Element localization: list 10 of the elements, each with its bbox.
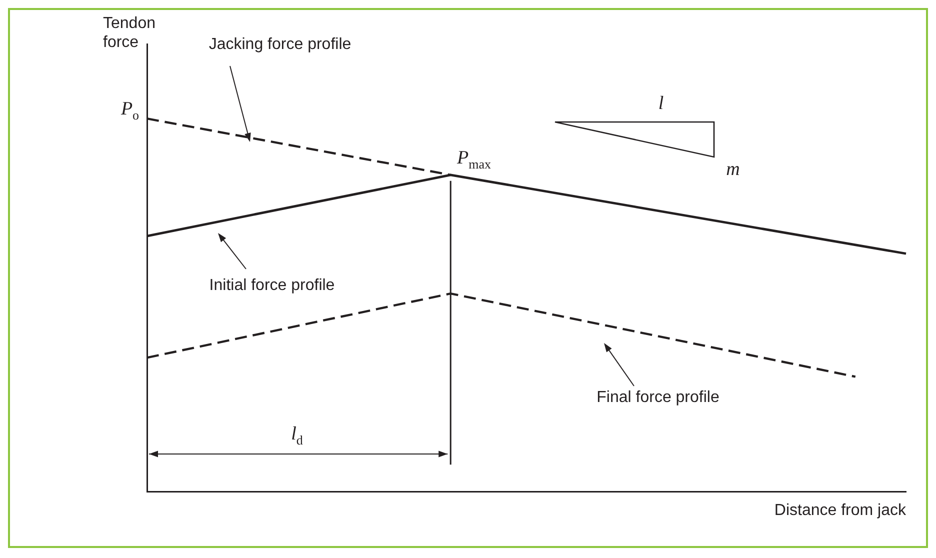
annotation: m <box>726 159 740 181</box>
annotation: P$_{max}$ <box>457 148 491 172</box>
text: Jacking force profile <box>208 36 352 54</box>
annotation: l$_{d}$ <box>291 424 303 448</box>
text: P$_{o}$ <box>120 98 140 124</box>
x-axis-title: Distance from jack <box>774 502 906 520</box>
annotation: Final force profile <box>596 389 720 407</box>
text: l <box>658 93 664 115</box>
annotation: Initial force profile <box>209 277 335 295</box>
y-axis-title: Tendon force <box>103 14 156 52</box>
